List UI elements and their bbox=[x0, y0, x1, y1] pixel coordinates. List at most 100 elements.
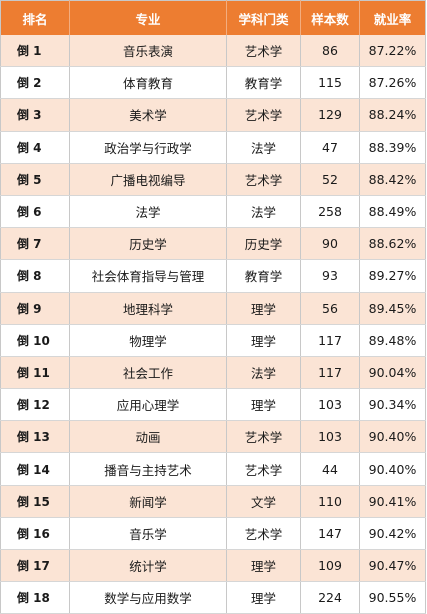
table-row: 倒 13 动画 艺术学 103 90.40% bbox=[0, 420, 426, 454]
employment-rate-cell: 90.04% bbox=[359, 356, 426, 390]
sample-size-cell: 147 bbox=[300, 517, 360, 551]
major-cell: 政治学与行政学 bbox=[69, 131, 227, 164]
sample-size-cell: 117 bbox=[300, 324, 360, 357]
sample-size-cell: 109 bbox=[300, 549, 360, 583]
employment-rate-cell: 88.49% bbox=[359, 195, 426, 229]
major-cell: 数学与应用数学 bbox=[69, 581, 227, 614]
discipline-cell: 理学 bbox=[226, 388, 301, 422]
table-row: 倒 11 社会工作 法学 117 90.04% bbox=[0, 356, 426, 390]
rank-cell: 倒 9 bbox=[0, 292, 70, 325]
sample-size-cell: 115 bbox=[300, 66, 360, 100]
rank-cell: 倒 12 bbox=[0, 388, 70, 422]
table-row: 倒 2 体育教育 教育学 115 87.26% bbox=[0, 66, 426, 100]
employment-rate-cell: 90.55% bbox=[359, 581, 426, 614]
major-cell: 统计学 bbox=[69, 549, 227, 583]
sample-size-cell: 86 bbox=[300, 35, 360, 68]
sample-size-cell: 117 bbox=[300, 356, 360, 390]
sample-size-cell: 129 bbox=[300, 98, 360, 132]
discipline-cell: 文学 bbox=[226, 485, 301, 518]
discipline-cell: 教育学 bbox=[226, 259, 301, 293]
discipline-cell: 理学 bbox=[226, 549, 301, 583]
employment-rate-cell: 88.62% bbox=[359, 227, 426, 261]
major-cell: 广播电视编导 bbox=[69, 163, 227, 196]
major-cell: 动画 bbox=[69, 420, 227, 454]
header-employment-rate: 就业率 bbox=[359, 0, 426, 35]
header-sample-size: 样本数 bbox=[300, 0, 360, 35]
discipline-cell: 艺术学 bbox=[226, 517, 301, 551]
discipline-cell: 艺术学 bbox=[226, 452, 301, 486]
discipline-cell: 艺术学 bbox=[226, 98, 301, 132]
sample-size-cell: 44 bbox=[300, 452, 360, 486]
major-cell: 社会工作 bbox=[69, 356, 227, 390]
rank-cell: 倒 18 bbox=[0, 581, 70, 614]
rank-cell: 倒 7 bbox=[0, 227, 70, 261]
table-row: 倒 6 法学 法学 258 88.49% bbox=[0, 195, 426, 229]
table-row: 倒 16 音乐学 艺术学 147 90.42% bbox=[0, 517, 426, 551]
table-row: 倒 1 音乐表演 艺术学 86 87.22% bbox=[0, 35, 426, 68]
table-row: 倒 7 历史学 历史学 90 88.62% bbox=[0, 227, 426, 261]
rank-cell: 倒 14 bbox=[0, 452, 70, 486]
table-row: 倒 3 美术学 艺术学 129 88.24% bbox=[0, 98, 426, 132]
major-cell: 体育教育 bbox=[69, 66, 227, 100]
major-cell: 地理科学 bbox=[69, 292, 227, 325]
major-cell: 音乐表演 bbox=[69, 35, 227, 68]
major-cell: 新闻学 bbox=[69, 485, 227, 518]
major-cell: 历史学 bbox=[69, 227, 227, 261]
rank-cell: 倒 6 bbox=[0, 195, 70, 229]
employment-rate-cell: 89.27% bbox=[359, 259, 426, 293]
sample-size-cell: 52 bbox=[300, 163, 360, 196]
employment-rate-cell: 87.22% bbox=[359, 35, 426, 68]
table-row: 倒 14 播音与主持艺术 艺术学 44 90.40% bbox=[0, 452, 426, 486]
discipline-cell: 法学 bbox=[226, 131, 301, 164]
sample-size-cell: 258 bbox=[300, 195, 360, 229]
discipline-cell: 理学 bbox=[226, 581, 301, 614]
rank-cell: 倒 4 bbox=[0, 131, 70, 164]
table-row: 倒 10 物理学 理学 117 89.48% bbox=[0, 324, 426, 357]
table-row: 倒 15 新闻学 文学 110 90.41% bbox=[0, 485, 426, 518]
table-row: 倒 5 广播电视编导 艺术学 52 88.42% bbox=[0, 163, 426, 196]
table-row: 倒 12 应用心理学 理学 103 90.34% bbox=[0, 388, 426, 422]
table-row: 倒 9 地理科学 理学 56 89.45% bbox=[0, 292, 426, 325]
employment-rate-cell: 90.34% bbox=[359, 388, 426, 422]
sample-size-cell: 103 bbox=[300, 388, 360, 422]
employment-rate-cell: 90.47% bbox=[359, 549, 426, 583]
discipline-cell: 法学 bbox=[226, 356, 301, 390]
major-cell: 法学 bbox=[69, 195, 227, 229]
rank-cell: 倒 2 bbox=[0, 66, 70, 100]
discipline-cell: 艺术学 bbox=[226, 35, 301, 68]
header-row: 排名 专业 学科门类 样本数 就业率 bbox=[0, 0, 426, 35]
sample-size-cell: 90 bbox=[300, 227, 360, 261]
major-cell: 播音与主持艺术 bbox=[69, 452, 227, 486]
sample-size-cell: 47 bbox=[300, 131, 360, 164]
discipline-cell: 历史学 bbox=[226, 227, 301, 261]
major-cell: 美术学 bbox=[69, 98, 227, 132]
table-row: 倒 18 数学与应用数学 理学 224 90.55% bbox=[0, 581, 426, 614]
employment-rate-cell: 90.40% bbox=[359, 420, 426, 454]
header-discipline: 学科门类 bbox=[226, 0, 301, 35]
header-major: 专业 bbox=[69, 0, 227, 35]
employment-rate-cell: 89.48% bbox=[359, 324, 426, 357]
discipline-cell: 艺术学 bbox=[226, 420, 301, 454]
employment-rate-cell: 88.42% bbox=[359, 163, 426, 196]
rank-cell: 倒 13 bbox=[0, 420, 70, 454]
discipline-cell: 艺术学 bbox=[226, 163, 301, 196]
rank-cell: 倒 17 bbox=[0, 549, 70, 583]
employment-rate-cell: 90.41% bbox=[359, 485, 426, 518]
rank-cell: 倒 11 bbox=[0, 356, 70, 390]
sample-size-cell: 93 bbox=[300, 259, 360, 293]
header-rank: 排名 bbox=[0, 0, 70, 35]
discipline-cell: 教育学 bbox=[226, 66, 301, 100]
major-cell: 物理学 bbox=[69, 324, 227, 357]
rank-cell: 倒 15 bbox=[0, 485, 70, 518]
employment-rate-cell: 90.42% bbox=[359, 517, 426, 551]
major-cell: 社会体育指导与管理 bbox=[69, 259, 227, 293]
rank-cell: 倒 10 bbox=[0, 324, 70, 357]
employment-rate-cell: 88.39% bbox=[359, 131, 426, 164]
table-row: 倒 17 统计学 理学 109 90.47% bbox=[0, 549, 426, 583]
sample-size-cell: 103 bbox=[300, 420, 360, 454]
sample-size-cell: 224 bbox=[300, 581, 360, 614]
discipline-cell: 理学 bbox=[226, 324, 301, 357]
employment-rate-cell: 90.40% bbox=[359, 452, 426, 486]
sample-size-cell: 110 bbox=[300, 485, 360, 518]
